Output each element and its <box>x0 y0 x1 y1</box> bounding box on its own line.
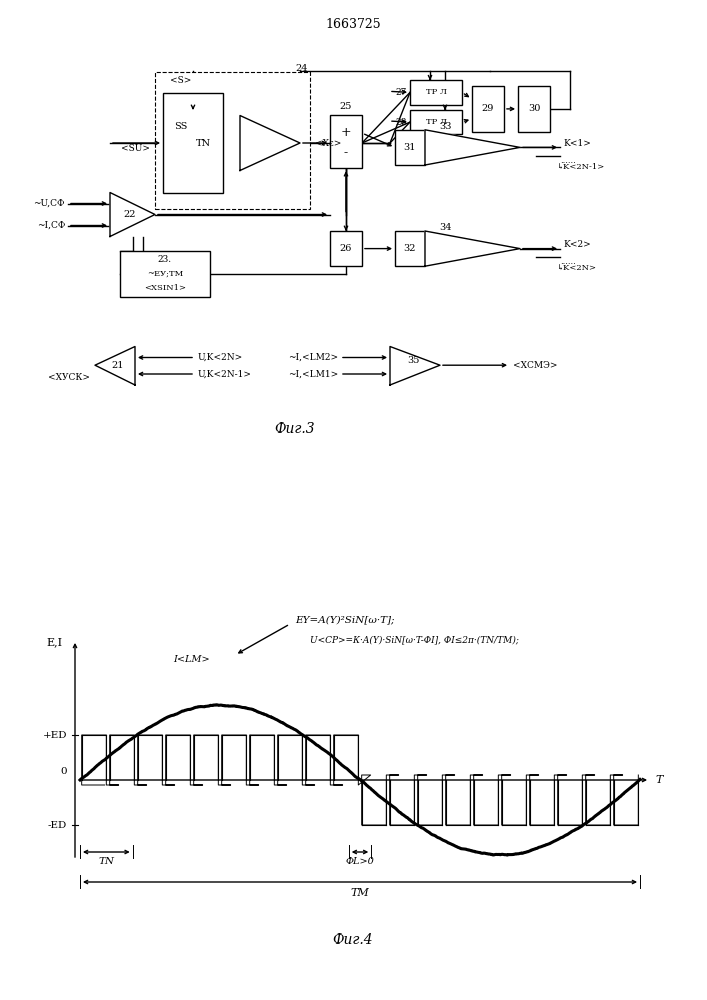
Text: SS: SS <box>175 122 187 131</box>
Text: T: T <box>655 775 662 785</box>
Text: 28: 28 <box>396 118 407 127</box>
Bar <box>120 251 210 297</box>
Text: U<СР>=К·A(Y)·SiN[ω·T-ΦI], ΦI≤2π·(TN/TM);: U<СР>=К·A(Y)·SiN[ω·T-ΦI], ΦI≤2π·(TN/TM); <box>310 636 519 645</box>
Text: U,K<2N-1>: U,K<2N-1> <box>198 369 252 378</box>
Text: ↳K<2N>: ↳K<2N> <box>557 264 597 272</box>
Polygon shape <box>95 347 135 385</box>
Text: K<1>: K<1> <box>563 138 591 147</box>
Text: 21: 21 <box>112 361 124 370</box>
Text: K<2>: K<2> <box>563 240 591 249</box>
Text: I<LM>: I<LM> <box>173 656 210 664</box>
Text: 34: 34 <box>439 223 451 232</box>
Polygon shape <box>390 347 440 385</box>
Bar <box>163 94 223 192</box>
Text: 29: 29 <box>481 104 494 113</box>
Bar <box>155 72 310 209</box>
Text: TM: TM <box>351 888 369 898</box>
Text: 23.: 23. <box>158 255 172 264</box>
Text: ......: ...... <box>560 258 575 266</box>
Polygon shape <box>110 192 155 236</box>
Text: +ED: +ED <box>42 730 67 740</box>
Text: -ED: -ED <box>48 820 67 830</box>
Text: <XSIN1>: <XSIN1> <box>144 284 186 292</box>
Text: 30: 30 <box>528 104 540 113</box>
Polygon shape <box>425 231 520 266</box>
Text: ↳K<2N-1>: ↳K<2N-1> <box>557 163 605 171</box>
Text: ТР Л: ТР Л <box>426 118 447 126</box>
Text: Фиг.3: Фиг.3 <box>275 422 315 436</box>
Text: <ХУСК>: <ХУСК> <box>48 373 90 382</box>
Text: 26: 26 <box>340 244 352 253</box>
Bar <box>410 110 462 134</box>
Text: -: - <box>344 146 348 159</box>
Bar <box>518 86 550 132</box>
Text: EY=A(Y)²SiN[ω·T];: EY=A(Y)²SiN[ω·T]; <box>295 615 395 624</box>
Text: E,I: E,I <box>47 637 63 647</box>
Text: <ХСМЭ>: <ХСМЭ> <box>513 361 558 370</box>
Bar <box>472 86 504 132</box>
Text: ТР Л: ТР Л <box>426 88 447 96</box>
Text: 1663725: 1663725 <box>325 18 381 31</box>
Text: 31: 31 <box>404 143 416 152</box>
Text: ΦL>0: ΦL>0 <box>346 857 375 866</box>
Text: TN: TN <box>195 138 211 147</box>
Bar <box>330 231 362 266</box>
Text: 25: 25 <box>340 102 352 111</box>
Text: <S>: <S> <box>170 76 192 85</box>
Text: 32: 32 <box>404 244 416 253</box>
Polygon shape <box>425 130 520 165</box>
Text: U,K<2N>: U,K<2N> <box>198 353 243 362</box>
Text: TN: TN <box>98 857 115 866</box>
Bar <box>330 115 362 168</box>
Text: 33: 33 <box>439 122 451 131</box>
Text: <Xε>: <Xε> <box>315 138 341 147</box>
Text: ~I,СФ: ~I,СФ <box>37 221 65 230</box>
Text: 0: 0 <box>60 768 67 776</box>
Polygon shape <box>240 115 300 170</box>
Text: 35: 35 <box>407 356 419 365</box>
Text: Фиг.4: Фиг.4 <box>333 933 373 947</box>
Bar <box>410 80 462 104</box>
Text: 24: 24 <box>296 64 308 73</box>
Text: 27: 27 <box>396 88 407 97</box>
Text: ~I,<LM2>: ~I,<LM2> <box>288 353 338 362</box>
Text: ......: ...... <box>560 157 575 165</box>
Text: 22: 22 <box>124 210 136 219</box>
Text: +: + <box>341 125 351 138</box>
Text: <SU>: <SU> <box>121 144 150 153</box>
Text: ~ЕУ;ТМ: ~ЕУ;ТМ <box>147 270 183 278</box>
Text: ~U,СФ: ~U,СФ <box>33 199 65 208</box>
Text: ~I,<LM1>: ~I,<LM1> <box>288 369 338 378</box>
Bar <box>395 130 425 165</box>
Bar <box>395 231 425 266</box>
